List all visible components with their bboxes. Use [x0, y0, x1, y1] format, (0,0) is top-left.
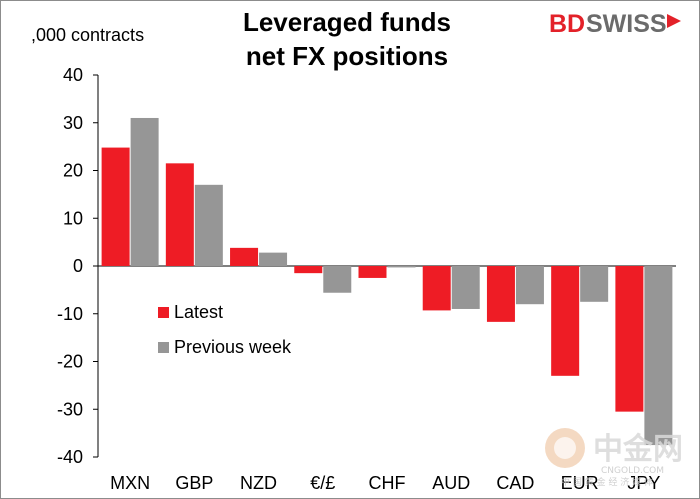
- cngold-watermark: 中金网 CNGOLD.COM 中 国 黄 金 经 济 媒 体: [545, 428, 683, 488]
- x-category-label: NZD: [240, 473, 277, 493]
- y-tick-label: 10: [63, 208, 83, 228]
- watermark-text: 中金网: [593, 432, 683, 467]
- bar-latest-4: [358, 266, 387, 278]
- x-category-label: MXN: [110, 473, 150, 493]
- bar-latest-7: [551, 266, 580, 376]
- y-tick-label: -40: [57, 447, 83, 467]
- bar-previous-1: [194, 184, 223, 266]
- watermark-subtext: CNGOLD.COM: [601, 466, 664, 476]
- y-tick-label: 40: [63, 65, 83, 85]
- bar-latest-1: [165, 163, 194, 266]
- x-category-label: EUR: [561, 473, 599, 493]
- bar-previous-0: [130, 117, 159, 266]
- y-tick-label: 0: [73, 256, 83, 276]
- x-category-label: CAD: [496, 473, 534, 493]
- legend-swatch-0: [158, 307, 169, 318]
- x-category-label: CHF: [369, 473, 406, 493]
- bar-latest-3: [294, 266, 323, 274]
- bar-previous-3: [323, 266, 352, 293]
- y-tick-label: 20: [63, 161, 83, 181]
- bar-previous-8: [644, 266, 673, 446]
- y-tick-label: -10: [57, 304, 83, 324]
- bar-latest-6: [486, 266, 515, 322]
- bar-previous-5: [451, 266, 480, 309]
- x-category-label: GBP: [175, 473, 213, 493]
- x-category-label: AUD: [432, 473, 470, 493]
- y-tick-label: -30: [57, 399, 83, 419]
- bar-previous-2: [259, 252, 288, 266]
- x-category-label: JPY: [627, 473, 660, 493]
- bar-latest-8: [615, 266, 644, 412]
- watermark-subtext2: 中 国 黄 金 经 济 媒 体: [561, 476, 653, 488]
- bars-layer: MXN GBP NZD €/£ CHF AUD CAD EUR JPY: [101, 117, 673, 493]
- logo-bd-text: BD: [549, 10, 585, 38]
- x-category-label: €/£: [310, 473, 335, 493]
- bar-previous-4: [387, 266, 416, 268]
- legend-label-1: Previous week: [174, 337, 292, 357]
- bar-latest-0: [101, 147, 130, 266]
- bar-previous-7: [580, 266, 609, 302]
- chart-title-line2: net FX positions: [246, 41, 448, 71]
- legend-label-0: Latest: [174, 302, 223, 322]
- bar-previous-6: [515, 266, 544, 305]
- y-axis-unit-label: ,000 contracts: [31, 25, 144, 45]
- y-tick-label: 30: [63, 113, 83, 133]
- bdswiss-logo: BD SWISS: [549, 10, 681, 38]
- legend: Latest Previous week: [158, 302, 292, 357]
- y-tick-label: -20: [57, 352, 83, 372]
- legend-swatch-1: [158, 342, 169, 353]
- bar-latest-2: [230, 247, 259, 266]
- logo-arrow-icon: [667, 14, 681, 28]
- chart-title-line1: Leveraged funds: [243, 7, 451, 37]
- axis-layer: 40 30 20 10 0 -10 -20 -30 -40: [57, 65, 676, 467]
- bar-latest-5: [422, 266, 451, 311]
- logo-swiss-text: SWISS: [586, 10, 667, 38]
